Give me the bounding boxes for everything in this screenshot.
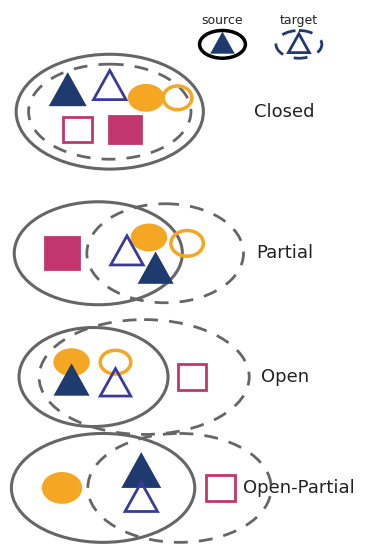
- Polygon shape: [123, 454, 159, 487]
- Text: Open: Open: [261, 368, 309, 386]
- Polygon shape: [50, 74, 85, 105]
- Text: source: source: [202, 14, 243, 27]
- Ellipse shape: [43, 473, 81, 503]
- Polygon shape: [139, 254, 172, 283]
- Polygon shape: [212, 34, 233, 52]
- Polygon shape: [55, 365, 88, 395]
- Bar: [63, 117, 92, 142]
- Bar: [45, 237, 79, 269]
- Text: Closed: Closed: [254, 103, 315, 121]
- Text: Partial: Partial: [256, 244, 313, 262]
- Text: target: target: [280, 14, 318, 27]
- Text: Open-Partial: Open-Partial: [243, 479, 355, 497]
- Bar: [206, 475, 235, 501]
- Ellipse shape: [54, 349, 89, 375]
- Bar: [178, 364, 206, 390]
- Ellipse shape: [129, 85, 163, 110]
- Ellipse shape: [132, 224, 166, 251]
- Bar: [109, 116, 141, 143]
